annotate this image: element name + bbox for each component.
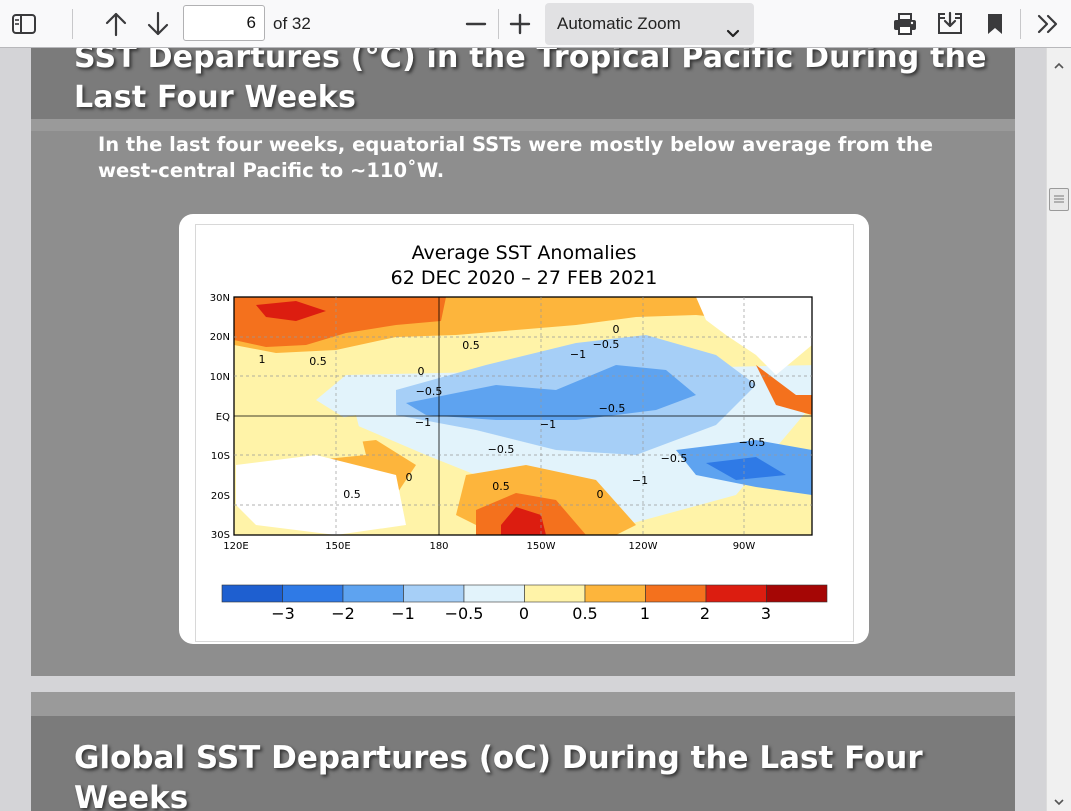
slide-header-band: [31, 119, 1015, 131]
colorbar-label: 0.5: [572, 604, 597, 623]
colorbar-labels: −3 −2 −1 −0.5 0 0.5 1 2 3: [271, 604, 771, 623]
contour-label: −1: [632, 474, 648, 487]
page-count-label: of 32: [273, 14, 311, 33]
colorbar-segment: [645, 584, 707, 603]
lat-label: 10N: [210, 372, 230, 383]
vertical-scrollbar[interactable]: [1046, 48, 1071, 811]
slide-header: [31, 48, 1015, 119]
sidebar-toggle-icon[interactable]: [10, 12, 38, 36]
slide-header-band: [31, 692, 1015, 716]
figure-frame: Average SST Anomalies 62 DEC 2020 – 27 F…: [195, 224, 854, 642]
contour-label: 0: [749, 378, 756, 391]
contour-label: −0.5: [488, 443, 515, 456]
slide-body-text: In the last four weeks, equatorial SSTs …: [98, 133, 933, 182]
lon-label: 150W: [527, 541, 556, 552]
colorbar-label: 3: [761, 604, 771, 623]
arrow-down-icon[interactable]: [144, 10, 172, 38]
scroll-down-arrow-icon[interactable]: [1053, 792, 1065, 811]
contour-label: −0.5: [739, 436, 766, 449]
colorbar-segment: [584, 584, 646, 603]
latitude-labels: 30N 20N 10N EQ 10S 20S 30S: [210, 293, 230, 541]
contour-label: 0.5: [462, 339, 480, 352]
contour-label: 0.5: [309, 355, 327, 368]
colorbar: [221, 584, 828, 603]
contour-label: −0.5: [416, 385, 443, 398]
toolbar-separator: [72, 9, 73, 39]
contour-label: 0: [406, 471, 413, 484]
slide-title: Global SST Departures (oC) During the La…: [74, 740, 923, 811]
download-icon[interactable]: [935, 9, 965, 37]
colorbar-segment: [766, 584, 828, 603]
contour-label: −0.5: [593, 338, 620, 351]
slide-title: SST Departures (°C) in the Tropical Paci…: [74, 48, 987, 115]
chevron-down-icon: [726, 16, 740, 58]
pdf-toolbar: 6 of 32 Automatic Zoom: [0, 0, 1071, 48]
colorbar-label: 2: [700, 604, 710, 623]
lon-label: 150E: [325, 541, 350, 552]
colorbar-label: 1: [640, 604, 650, 623]
figure-title: Average SST Anomalies: [412, 242, 637, 264]
slide-page: Global SST Departures (oC) During the La…: [31, 692, 1015, 811]
slide-header: [31, 716, 1015, 811]
print-icon[interactable]: [891, 10, 919, 38]
scrollbar-thumb[interactable]: [1049, 188, 1069, 211]
contour-label: 0.5: [492, 480, 510, 493]
lat-label: EQ: [216, 412, 230, 423]
bookmark-icon[interactable]: [983, 10, 1007, 38]
sst-anomaly-map: Average SST Anomalies 62 DEC 2020 – 27 F…: [210, 242, 828, 623]
slide-page: SST Departures (°C) in the Tropical Paci…: [31, 48, 1015, 676]
plus-icon[interactable]: [507, 10, 533, 38]
contour-label: −0.5: [599, 402, 626, 415]
colorbar-segment: [342, 584, 404, 603]
lon-label: 90W: [733, 541, 756, 552]
colorbar-label: 0: [519, 604, 529, 623]
contour-label: 0: [418, 365, 425, 378]
sst-anomaly-figure: Average SST Anomalies 62 DEC 2020 – 27 F…: [179, 214, 869, 644]
contour-label: 0: [597, 488, 604, 501]
colorbar-segment: [463, 584, 525, 603]
contour-label: 0.5: [343, 488, 361, 501]
figure-subtitle: 62 DEC 2020 – 27 FEB 2021: [391, 267, 658, 289]
page-number-input[interactable]: 6: [183, 5, 265, 41]
lon-label: 120E: [223, 541, 248, 552]
contour-label: 0: [613, 323, 620, 336]
lon-label: 120W: [629, 541, 658, 552]
lat-label: 20S: [211, 491, 230, 502]
colorbar-segment: [705, 584, 767, 603]
lat-label: 30N: [210, 293, 230, 304]
double-chevron-right-icon[interactable]: [1034, 10, 1062, 38]
lat-label: 20N: [210, 332, 230, 343]
colorbar-segment: [221, 584, 283, 603]
zoom-select-value: Automatic Zoom: [557, 14, 681, 33]
contour-label: −1: [570, 348, 586, 361]
colorbar-segment: [282, 584, 344, 603]
document-viewer[interactable]: SST Departures (°C) in the Tropical Paci…: [0, 48, 1046, 811]
map-field: [233, 296, 813, 536]
colorbar-label: −1: [391, 604, 415, 623]
scroll-up-arrow-icon[interactable]: [1053, 56, 1065, 75]
colorbar-label: −0.5: [445, 604, 484, 623]
arrow-up-icon[interactable]: [102, 10, 130, 38]
lat-label: 30S: [211, 530, 230, 541]
contour-label: −1: [540, 418, 556, 431]
toolbar-separator: [498, 9, 499, 39]
minus-icon[interactable]: [463, 10, 489, 38]
contour-label: −1: [415, 416, 431, 429]
colorbar-label: −2: [331, 604, 355, 623]
contour-labels: 1 0.5 0.5 0 −0.5 −1 −0.5 −1 −0.5 −1 0 −0…: [259, 323, 766, 501]
zoom-select[interactable]: Automatic Zoom: [545, 3, 754, 45]
colorbar-segment: [524, 584, 586, 603]
longitude-labels: 120E 150E 180 150W 120W 90W: [223, 541, 755, 552]
toolbar-separator: [1020, 9, 1021, 39]
lat-label: 10S: [211, 451, 230, 462]
colorbar-segment: [403, 584, 465, 603]
lon-label: 180: [429, 541, 448, 552]
contour-label: 1: [259, 353, 266, 366]
contour-label: −0.5: [661, 452, 688, 465]
colorbar-label: −3: [271, 604, 295, 623]
